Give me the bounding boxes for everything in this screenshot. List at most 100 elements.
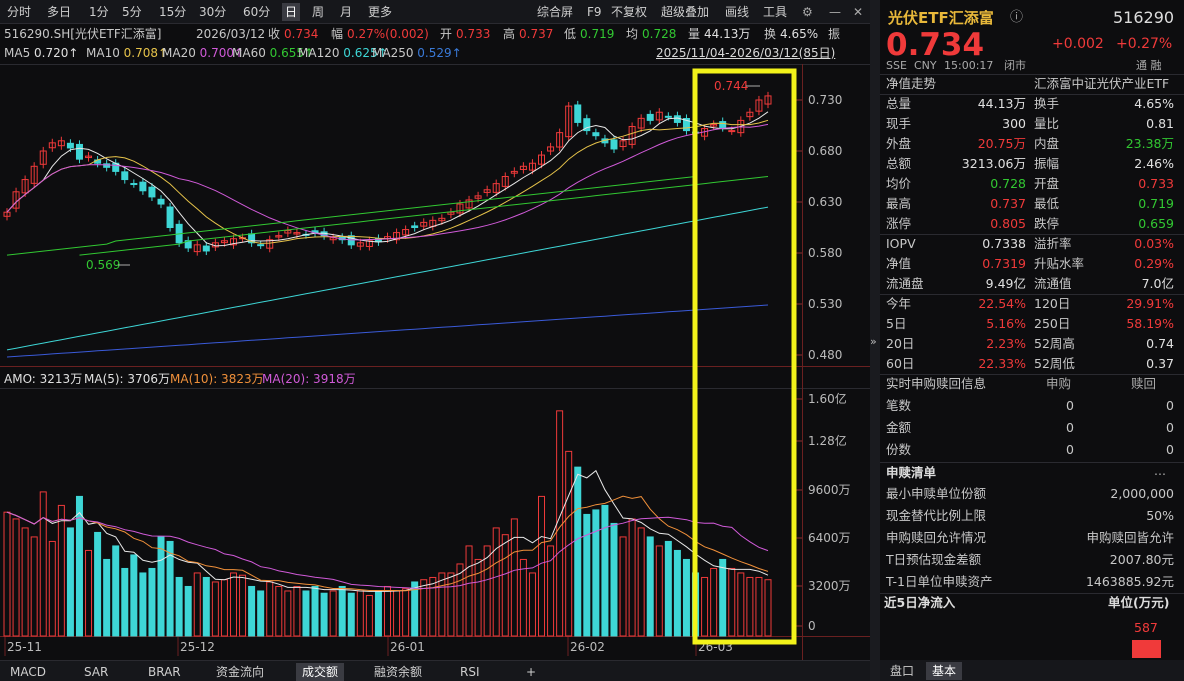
volume-bar [465, 545, 473, 637]
toolbar-tool-2[interactable]: 不复权 [611, 5, 648, 19]
volume-bar [302, 590, 310, 637]
tab-period-9[interactable]: 月 [340, 5, 353, 19]
market-status: 闭市 [1004, 59, 1026, 72]
list-value: 申购赎回皆允许 [1086, 530, 1174, 545]
tab-period-7[interactable]: 日 [282, 3, 301, 21]
indicator-tab-0[interactable]: MACD [10, 665, 46, 679]
candle [565, 105, 573, 138]
toolbar-tool-1[interactable]: F9 [587, 5, 602, 19]
indicator-tab-2[interactable]: BRAR [148, 665, 181, 679]
ma120-line [6, 206, 769, 351]
tab-handicap[interactable]: 盘口 [890, 664, 915, 678]
candle [266, 239, 274, 249]
volume-bar [601, 504, 609, 637]
high-label: 高 [503, 27, 516, 41]
candle [528, 162, 536, 171]
volume-bar [356, 590, 364, 637]
collapse-sidebar[interactable]: » [870, 0, 880, 681]
volume-bar [538, 495, 546, 637]
price-tick: 0.480 [808, 348, 842, 362]
currency: CNY [914, 59, 937, 72]
indicator-tab-1[interactable]: SAR [84, 665, 109, 679]
tab-period-1[interactable]: 多日 [47, 5, 72, 19]
candle [710, 123, 718, 127]
tab-period-0[interactable]: 分时 [7, 5, 32, 19]
avg-value: 0.728 [642, 27, 677, 41]
volume-bar [112, 545, 120, 637]
volume-bar [628, 518, 636, 637]
ma-item-ma120: MA120 0.625↑ [298, 46, 388, 60]
vol-tick: 1.60亿 [808, 391, 847, 406]
stat-value: 0.03% [1134, 236, 1174, 251]
candle [121, 171, 129, 181]
tab-basic[interactable]: 基本 [926, 662, 963, 680]
volume-bar [646, 536, 654, 637]
volume-bar [728, 567, 736, 637]
date-tick: 25-12 [180, 640, 215, 654]
gear-icon[interactable]: ⚙ [802, 5, 813, 19]
tab-period-3[interactable]: 5分 [122, 5, 142, 19]
candle [411, 225, 419, 228]
indicator-tab-3[interactable]: 资金流向 [216, 665, 265, 679]
indicator-tab-7[interactable]: + [526, 665, 537, 679]
ma-legend: 2025/11/04-2026/03/12(85日) MA5 0.720↑ MA1… [0, 44, 870, 64]
candle [48, 142, 56, 149]
tab-period-4[interactable]: 15分 [159, 5, 187, 19]
tab-period-6[interactable]: 60分 [243, 5, 271, 19]
toolbar-tool-0[interactable]: 综合屏 [537, 5, 574, 19]
sub-value: 0 [1066, 398, 1074, 413]
quote-panel: 光伏ETF汇添富 ⓘ 516290 0.734 +0.002 +0.27% SS… [880, 0, 1184, 681]
more-button[interactable]: ... [1154, 463, 1166, 478]
info-icon[interactable]: ⓘ [1010, 10, 1024, 25]
volume-bar [393, 590, 401, 637]
stat-value: 300 [1002, 116, 1026, 131]
indicator-tab-5[interactable]: 融资余额 [374, 665, 423, 679]
stat-value: 5.16% [986, 316, 1026, 331]
stat-label: 52周高 [1034, 336, 1075, 351]
amp-value: 0.27%(0.002) [347, 27, 429, 41]
volume-bar [664, 540, 672, 637]
volume-bar [755, 576, 763, 637]
volume-bar [492, 527, 500, 637]
toolbar-tool-4[interactable]: 画线 [725, 5, 750, 19]
volume-bar [175, 576, 183, 637]
date-range[interactable]: 2025/11/04-2026/03/12(85日) [656, 46, 836, 60]
volume-bar [583, 513, 591, 637]
volume-bar [682, 558, 690, 637]
candle [646, 113, 654, 121]
vol-tick: 3200万 [808, 579, 851, 593]
toolbar-tool-5[interactable]: 工具 [763, 5, 788, 19]
tab-period-10[interactable]: 更多 [368, 5, 393, 19]
candle [66, 142, 74, 149]
low-marker: 0.569 [86, 258, 120, 272]
volume-bar [420, 579, 428, 637]
tab-period-2[interactable]: 1分 [89, 5, 109, 19]
time: 15:00:17 [944, 59, 994, 72]
stat-value: 7.0亿 [1141, 276, 1174, 291]
volume-bar [365, 594, 373, 637]
ma60-line-full [79, 176, 769, 256]
tab-period-8[interactable]: 周 [312, 5, 325, 19]
candle [148, 186, 156, 198]
volume-bar [85, 549, 93, 637]
close-icon[interactable]: ✕ [853, 5, 864, 19]
exchange: SSE [886, 59, 907, 72]
low-label: 低 [564, 27, 577, 41]
volume-bar [374, 590, 382, 637]
collapse-icon[interactable]: » [870, 335, 877, 348]
toolbar-tool-3[interactable]: 超级叠加 [661, 5, 710, 19]
indicator-tab-6[interactable]: RSI [460, 665, 480, 679]
volume-bar [21, 527, 29, 637]
volume-bar [48, 540, 56, 637]
kline-chart[interactable]: 0.730 0.680 0.630 0.580 0.530 0.480 1.60亿 1.28亿… [0, 0, 870, 681]
stat-label: 外盘 [886, 136, 912, 151]
tab-period-5[interactable]: 30分 [199, 5, 227, 19]
price-pct: +0.27% [1116, 36, 1173, 52]
candle [474, 195, 482, 199]
minimize-icon[interactable]: — [829, 5, 841, 19]
stat-label: 现手 [886, 116, 912, 131]
indicator-tab-4[interactable]: 成交额 [296, 663, 345, 681]
nav-trend-link[interactable]: 净值走势 [886, 76, 937, 91]
candle [257, 244, 265, 247]
stat-value: 20.75万 [977, 136, 1026, 151]
